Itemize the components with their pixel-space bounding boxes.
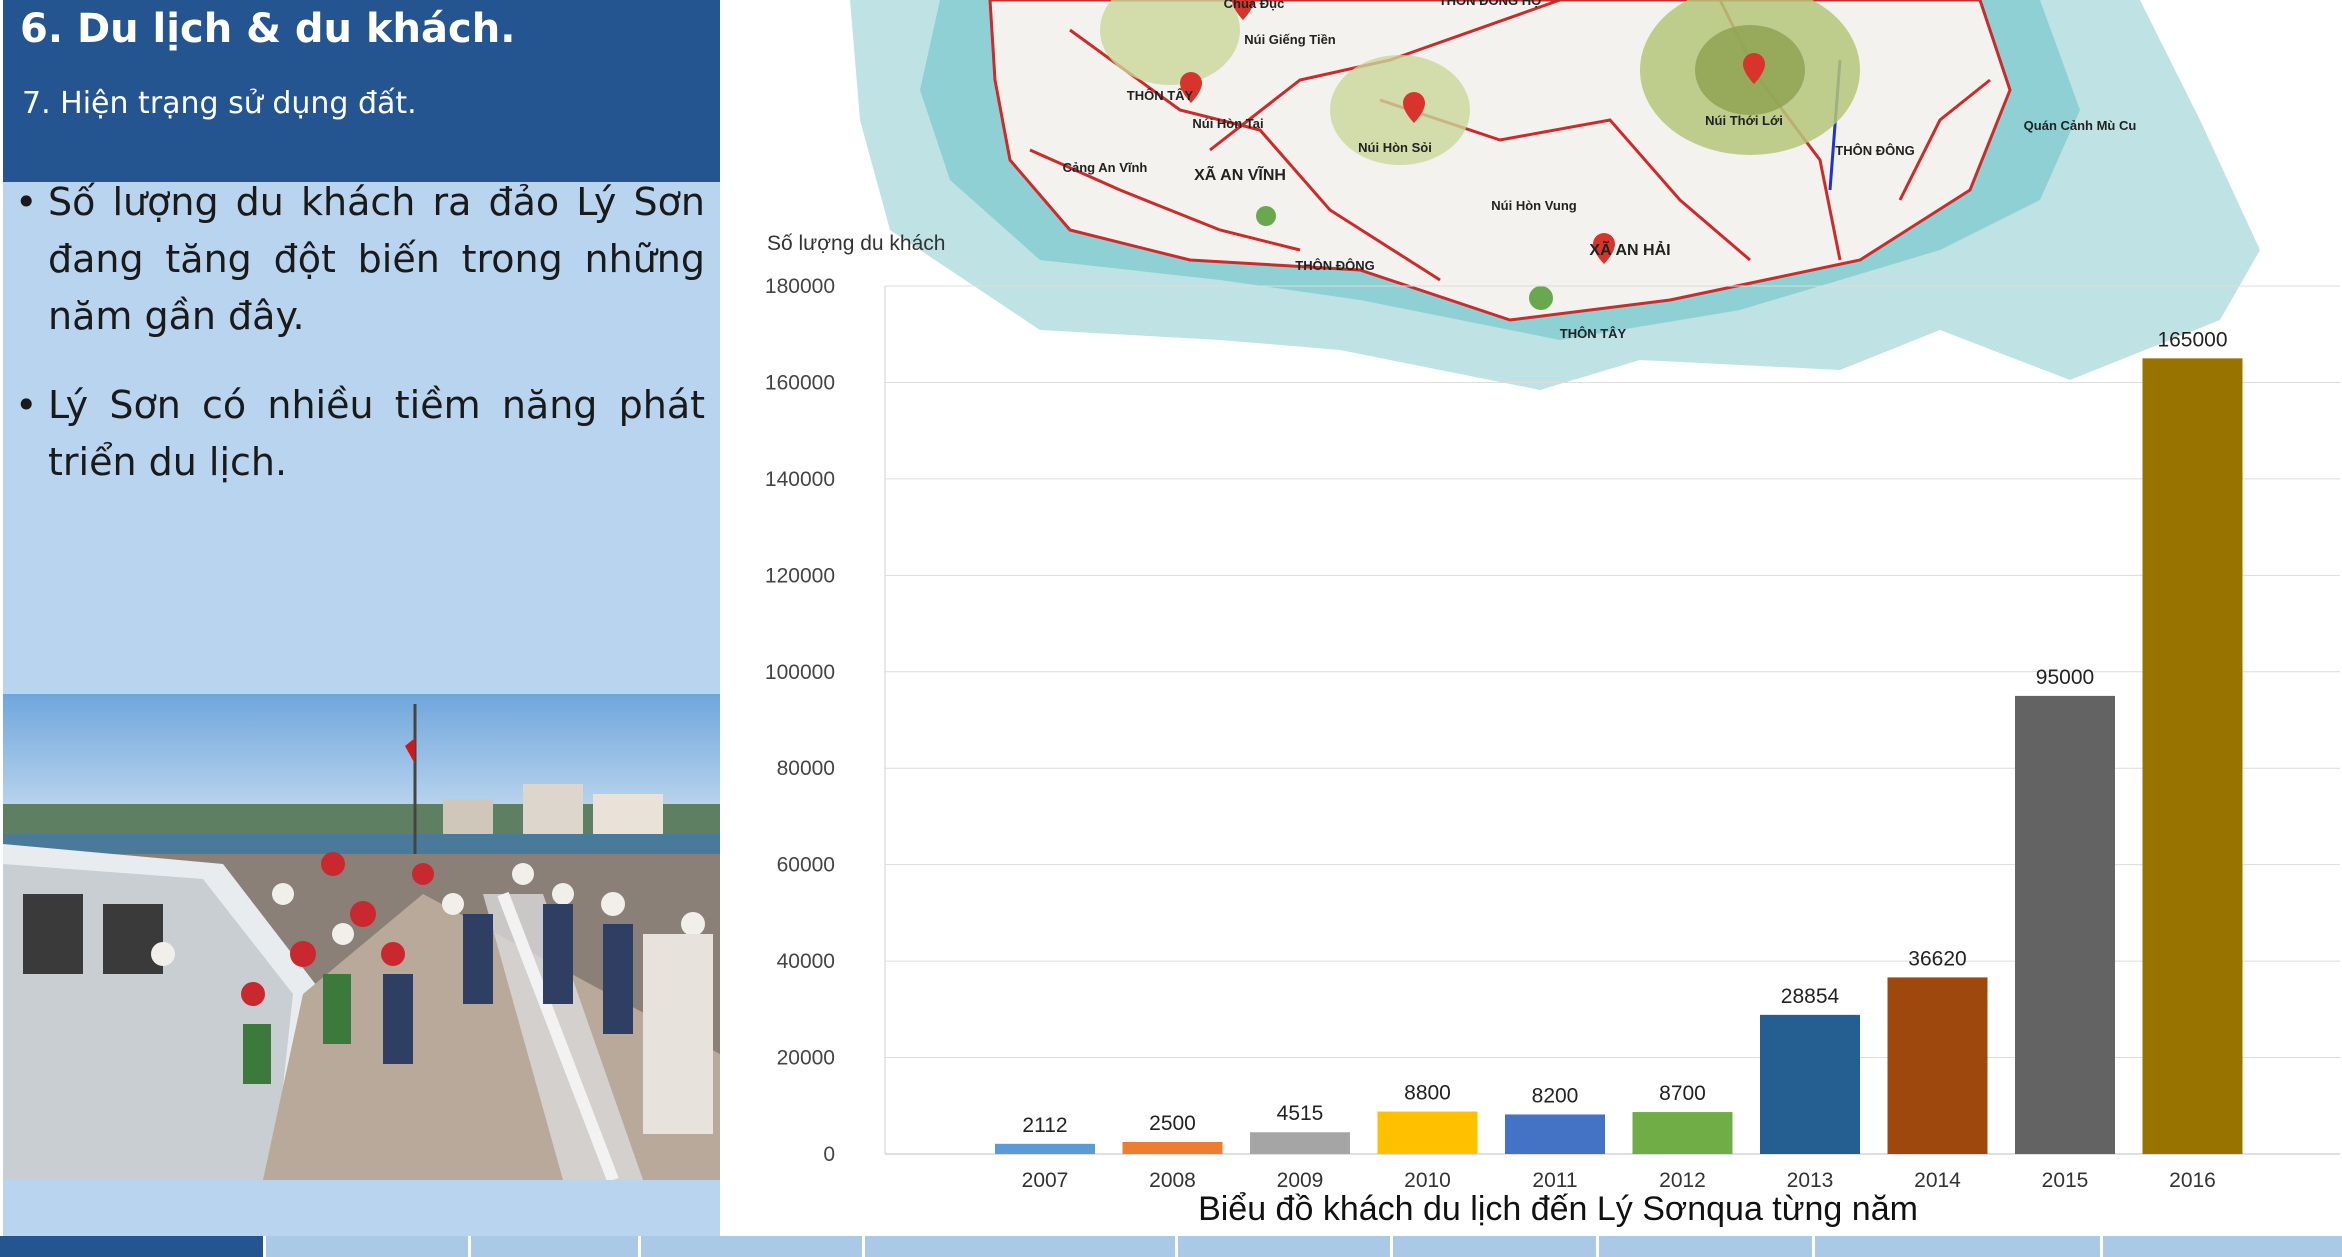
bullet-text-1: Số lượng du khách ra đảo Lý Sơn đang tăn…: [48, 180, 705, 338]
x-tick-label: 2014: [1914, 1169, 1961, 1192]
map-label: THÔN TÂY: [1560, 326, 1627, 341]
y-tick-label: 160000: [765, 371, 835, 394]
y-tick-label: 100000: [765, 661, 835, 684]
bottom-tab[interactable]: [1815, 1236, 2100, 1257]
x-tick-label: 2016: [2169, 1169, 2216, 1192]
data-label: 4515: [1277, 1102, 1324, 1125]
x-tick-label: 2013: [1787, 1169, 1834, 1192]
bottom-tab[interactable]: [266, 1236, 468, 1257]
bar-2009: [1250, 1132, 1350, 1154]
data-label: 95000: [2036, 666, 2094, 689]
island-map: Chùa Đục Núi Giếng Tiền THÔN ĐÔNG HỘ THÔ…: [740, 0, 2342, 420]
bar-2014: [1887, 977, 1988, 1154]
x-tick-label: 2010: [1404, 1169, 1451, 1192]
y-tick-label: 0: [823, 1143, 835, 1166]
data-label: 36620: [1908, 947, 1966, 970]
map-label: THÔN TÂY: [1127, 88, 1194, 103]
data-label: 2500: [1149, 1112, 1196, 1135]
map-label: Cảng An Vĩnh: [1063, 160, 1148, 175]
data-label: 28854: [1781, 985, 1840, 1008]
map-label: THÔN ĐÔNG: [1835, 143, 1914, 158]
map-label: Quán Cảnh Mù Cu: [2024, 118, 2137, 133]
map-label: XÃ AN VĨNH: [1194, 164, 1286, 184]
bar-2016: [2142, 358, 2243, 1154]
map-label: Núi Hòn Tai: [1192, 116, 1263, 131]
y-tick-label: 140000: [765, 468, 835, 491]
bottom-tab[interactable]: [641, 1236, 862, 1257]
y-tick-label: 60000: [777, 854, 835, 877]
left-footer-strip: [3, 1180, 720, 1236]
bottom-tab[interactable]: [0, 1236, 263, 1257]
bar-2007: [995, 1143, 1095, 1154]
data-label: 2112: [1022, 1114, 1067, 1137]
data-label: 8200: [1532, 1084, 1579, 1107]
map-label: THÔN ĐÔNG HỘ: [1439, 0, 1542, 8]
header-panel: 6. Du lịch & du khách. 7. Hiện trạng sử …: [3, 0, 720, 182]
map-label: THÔN ĐÔNG: [1295, 258, 1374, 273]
x-tick-label: 2007: [1022, 1169, 1069, 1192]
map-label: Chùa Đục: [1224, 0, 1285, 11]
x-tick-label: 2011: [1532, 1169, 1577, 1192]
map-label: Núi Hòn Vung: [1491, 198, 1577, 213]
section-title: 6. Du lịch & du khách.: [20, 6, 516, 52]
y-tick-label: 180000: [765, 275, 835, 298]
map-label: Núi Hòn Sỏi: [1358, 140, 1432, 155]
map-label: Núi Giếng Tiền: [1244, 32, 1336, 47]
bar-2013: [1760, 1014, 1860, 1154]
chart-title: Biểu đồ khách du lịch đến Lý Sơnqua từng…: [1198, 1190, 1918, 1228]
bottom-tab-bar: [0, 1236, 2342, 1257]
section-subtitle: 7. Hiện trạng sử dụng đất.: [22, 86, 417, 121]
bottom-tab[interactable]: [2103, 1236, 2342, 1257]
data-label: 8800: [1404, 1082, 1451, 1105]
x-tick-label: 2012: [1659, 1169, 1706, 1192]
map-label: Núi Thới Lới: [1705, 113, 1783, 128]
visitors-bar-chart: 0 20000 40000 60000 80000 100000 120000 140000 1…: [740, 220, 2340, 1240]
y-tick-label: 40000: [777, 950, 835, 973]
bullet-icon: •: [15, 180, 38, 224]
x-tick-label: 2015: [2042, 1169, 2089, 1192]
map-label: XÃ AN HẢI: [1589, 239, 1670, 259]
bottom-tab[interactable]: [471, 1236, 638, 1257]
tourists-boarding-photo: [3, 694, 720, 1180]
data-label: 8700: [1659, 1082, 1706, 1105]
bar-2012: [1632, 1112, 1733, 1154]
data-label: 165000: [2157, 328, 2227, 351]
bottom-tab[interactable]: [1599, 1236, 1812, 1257]
x-tick-label: 2008: [1149, 1169, 1196, 1192]
bar-2011: [1505, 1114, 1605, 1154]
y-tick-label: 20000: [777, 1047, 835, 1070]
x-tick-label: 2009: [1277, 1169, 1324, 1192]
y-tick-label: 120000: [765, 564, 835, 587]
bar-2008: [1122, 1141, 1223, 1154]
bullet-item-1: • Số lượng du khách ra đảo Lý Sơn đang t…: [15, 174, 705, 345]
bottom-tab[interactable]: [1178, 1236, 1390, 1257]
bullet-item-2: • Lý Sơn có nhiều tiềm năng phát triển d…: [15, 377, 705, 491]
bottom-tab[interactable]: [865, 1236, 1175, 1257]
bar-2010: [1377, 1111, 1478, 1154]
bullet-panel: • Số lượng du khách ra đảo Lý Sơn đang t…: [3, 180, 720, 694]
bar-2015: [2015, 695, 2115, 1154]
bottom-tab[interactable]: [1393, 1236, 1596, 1257]
bullet-icon: •: [15, 383, 38, 427]
y-axis-title: Số lượng du khách: [767, 232, 945, 255]
y-tick-label: 80000: [777, 757, 835, 780]
bullet-text-2: Lý Sơn có nhiều tiềm năng phát triển du …: [48, 383, 705, 484]
